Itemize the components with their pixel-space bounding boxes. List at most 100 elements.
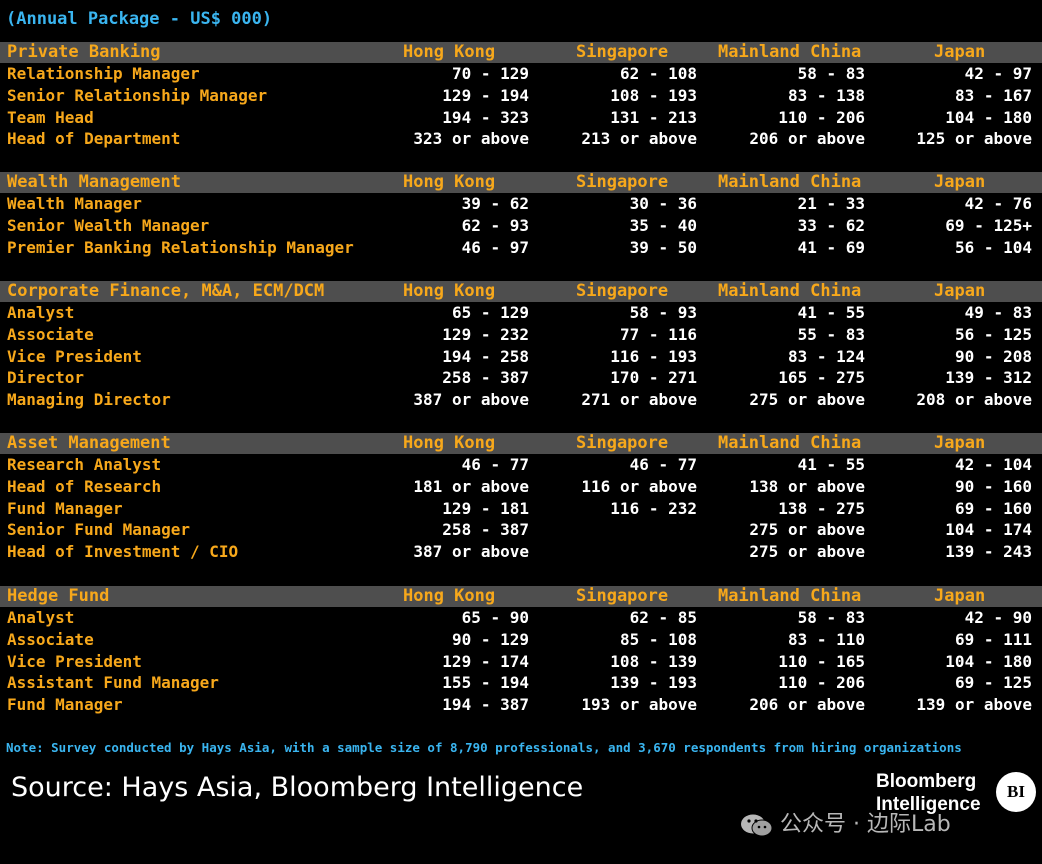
- salary-cell: 104 - 174: [945, 520, 1032, 540]
- column-header: Singapore: [576, 433, 669, 453]
- role-label: Relationship Manager: [7, 64, 200, 83]
- salary-cell: 69 - 111: [954, 629, 1032, 649]
- salary-cell: 83 - 167: [954, 85, 1032, 105]
- column-header: Japan: [934, 586, 986, 606]
- table-row: Assistant Fund Manager 155 - 194 139 - 193…: [0, 672, 1042, 694]
- section: Corporate Finance, M&A, ECM/DCM Hong Kong…: [0, 281, 1042, 411]
- role-label: Analyst: [7, 608, 75, 627]
- salary-cell: 46 - 77: [461, 455, 529, 474]
- salary-cell: 62 - 85: [629, 608, 697, 627]
- salary-cell: 65 - 129: [451, 303, 529, 322]
- salary-cell: 46 - 77: [629, 455, 697, 474]
- role-label: Wealth Manager: [7, 194, 142, 213]
- table-row: Associate 129 - 232 77 - 116 55 - 83 56 - 12…: [0, 324, 1042, 346]
- salary-cell: 83 - 124: [787, 346, 865, 366]
- salary-cell: 65 - 90: [461, 608, 529, 627]
- role-label: Head of Department: [7, 129, 181, 149]
- column-header: Hong Kong: [403, 42, 496, 62]
- salary-cell: 56 - 104: [954, 237, 1032, 257]
- salary-cell: 139 - 312: [945, 368, 1032, 388]
- column-header: Japan: [934, 42, 986, 62]
- section-title: Private Banking: [7, 42, 161, 62]
- salary-cell: 129 - 232: [442, 324, 529, 344]
- salary-cell: 116 or above: [581, 476, 697, 496]
- salary-cell: 110 - 165: [778, 651, 865, 671]
- section: Hedge Fund Hong Kong Singapore Mainland Chi…: [0, 586, 1042, 716]
- table-row: Wealth Manager 39 - 62 30 - 36 21 - 33 42 - …: [0, 193, 1042, 215]
- role-label: Assistant Fund Manager: [7, 673, 219, 693]
- salary-cell: 83 - 110: [787, 629, 865, 649]
- salary-cell: 116 - 193: [610, 346, 697, 366]
- salary-cell: 208 or above: [916, 390, 1032, 410]
- salary-cell: 85 - 108: [619, 629, 697, 649]
- salary-cell: 387 or above: [413, 390, 529, 410]
- salary-cell: 129 - 174: [442, 651, 529, 671]
- salary-cell: 110 - 206: [778, 673, 865, 693]
- table-row: Analyst 65 - 90 62 - 85 58 - 83 42 - 90: [0, 607, 1042, 629]
- table-row: Vice President 194 - 258 116 - 193 83 - 124…: [0, 346, 1042, 368]
- column-header: Hong Kong: [403, 433, 496, 453]
- salary-cell: 33 - 62: [797, 215, 865, 235]
- salary-cell: 49 - 83: [964, 303, 1032, 322]
- role-label: Team Head: [7, 107, 94, 127]
- salary-cell: 323 or above: [413, 129, 529, 149]
- salary-cell: 58 - 93: [629, 303, 697, 322]
- salary-cell: 271 or above: [581, 390, 697, 410]
- table-row: Associate 90 - 129 85 - 108 83 - 110 69 - 11…: [0, 629, 1042, 651]
- section-header: Corporate Finance, M&A, ECM/DCM Hong Kong…: [0, 281, 1042, 302]
- role-label: Senior Wealth Manager: [7, 215, 210, 235]
- role-label: Associate: [7, 324, 94, 344]
- column-header: Singapore: [576, 172, 669, 192]
- salary-cell: 39 - 62: [461, 194, 529, 213]
- salary-cell: 170 - 271: [610, 368, 697, 388]
- salary-cell: 194 - 323: [442, 107, 529, 127]
- column-header: Mainland China: [718, 42, 862, 62]
- column-header: Singapore: [576, 42, 669, 62]
- salary-cell: 155 - 194: [442, 673, 529, 693]
- salary-cell: 139 - 193: [610, 673, 697, 693]
- table-row: Premier Banking Relationship Manager 46 -…: [0, 237, 1042, 259]
- salary-cell: 39 - 50: [629, 237, 697, 257]
- role-label: Senior Relationship Manager: [7, 85, 268, 105]
- section-title: Hedge Fund: [7, 586, 110, 606]
- salary-cell: 213 or above: [581, 129, 697, 149]
- section-header: Hedge Fund Hong Kong Singapore Mainland Chi…: [0, 586, 1042, 607]
- table-row: Senior Wealth Manager 62 - 93 35 - 40 33 - …: [0, 215, 1042, 237]
- logo-line-1: Bloomberg: [876, 771, 977, 792]
- salary-cell: 139 or above: [916, 695, 1032, 715]
- section-title: Wealth Management: [7, 172, 181, 192]
- column-header: Mainland China: [718, 172, 862, 192]
- salary-cell: 131 - 213: [610, 107, 697, 127]
- salary-cell: 42 - 76: [964, 194, 1032, 213]
- table-row: Team Head 194 - 323 131 - 213 110 - 206 104 …: [0, 107, 1042, 129]
- table-row: Head of Department 323 or above 213 or abo…: [0, 128, 1042, 150]
- bi-badge-icon: BI: [996, 772, 1036, 812]
- salary-cell: 104 - 180: [945, 107, 1032, 127]
- salary-cell: 58 - 83: [797, 608, 865, 627]
- section-title: Corporate Finance, M&A, ECM/DCM: [7, 281, 325, 301]
- table-row: Senior Fund Manager 258 - 387 275 or above…: [0, 519, 1042, 541]
- table-row: Vice President 129 - 174 108 - 139 110 - 16…: [0, 651, 1042, 673]
- salary-cell: 90 - 129: [451, 629, 529, 649]
- salary-cell: 258 - 387: [442, 520, 529, 540]
- salary-cell: 194 - 258: [442, 346, 529, 366]
- salary-cell: 62 - 108: [619, 64, 697, 83]
- column-header: Japan: [934, 433, 986, 453]
- role-label: Vice President: [7, 651, 142, 671]
- salary-cell: 129 - 194: [442, 85, 529, 105]
- salary-cell: 275 or above: [749, 520, 865, 540]
- salary-cell: 55 - 83: [797, 324, 865, 344]
- role-label: Premier Banking Relationship Manager: [7, 237, 354, 257]
- salary-cell: 21 - 33: [797, 194, 865, 213]
- role-label: Fund Manager: [7, 498, 123, 518]
- salary-cell: 116 - 232: [610, 498, 697, 518]
- table-row: Relationship Manager 70 - 129 62 - 108 58 -…: [0, 63, 1042, 85]
- salary-cell: 42 - 90: [964, 608, 1032, 627]
- column-header: Japan: [934, 172, 986, 192]
- table-row: Managing Director 387 or above 271 or abov…: [0, 389, 1042, 411]
- survey-note: Note: Survey conducted by Hays Asia, wit…: [6, 740, 962, 755]
- table-title: (Annual Package - US$ 000): [6, 9, 273, 29]
- salary-cell: 30 - 36: [629, 194, 697, 213]
- role-label: Head of Investment / CIO: [7, 542, 239, 562]
- salary-cell: 139 - 243: [945, 542, 1032, 562]
